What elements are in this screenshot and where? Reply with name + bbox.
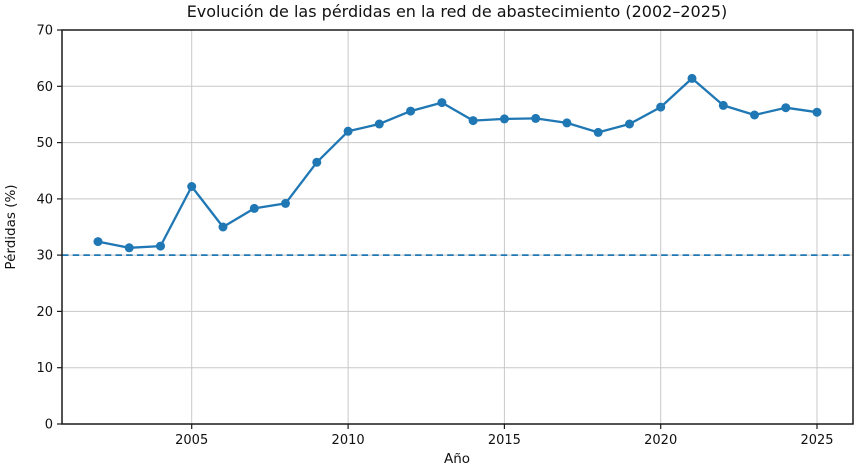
data-point-marker bbox=[156, 241, 165, 251]
data-point-marker bbox=[406, 106, 416, 116]
data-point-marker bbox=[249, 203, 259, 213]
data-point-marker bbox=[343, 126, 353, 136]
data-point-marker bbox=[93, 237, 103, 247]
data-point-marker bbox=[218, 222, 228, 232]
gridlines bbox=[62, 29, 853, 425]
x-axis-label: Año bbox=[444, 451, 470, 467]
y-tick-label: 50 bbox=[36, 136, 53, 151]
data-point-marker bbox=[124, 243, 134, 253]
data-point-marker bbox=[468, 116, 478, 126]
data-point-marker bbox=[562, 118, 572, 128]
y-axis-ticks: 0 10 20 30 40 50 60 70 bbox=[36, 24, 62, 433]
y-tick-label: 20 bbox=[36, 305, 53, 320]
data-point-marker bbox=[718, 100, 728, 110]
axes-group bbox=[61, 29, 854, 425]
y-tick-label: 0 bbox=[45, 418, 53, 433]
x-tick-label: 2020 bbox=[644, 433, 677, 448]
x-tick-label: 2025 bbox=[800, 433, 833, 448]
data-point-marker bbox=[812, 107, 822, 117]
data-point-marker bbox=[625, 119, 634, 129]
y-axis-label: Pérdidas (%) bbox=[3, 184, 19, 269]
data-point-marker bbox=[750, 110, 759, 120]
y-tick-label: 30 bbox=[36, 249, 53, 264]
data-point-marker bbox=[531, 113, 541, 123]
data-point-marker bbox=[437, 98, 447, 108]
data-point-marker bbox=[687, 73, 697, 83]
data-point-marker bbox=[656, 102, 666, 112]
data-point-marker bbox=[281, 198, 290, 208]
markers-group bbox=[93, 73, 822, 253]
chart-title: Evolución de las pérdidas en la red de a… bbox=[187, 2, 728, 21]
data-point-marker bbox=[374, 119, 384, 129]
x-axis-ticks: 2005 2010 2015 2020 2025 bbox=[175, 424, 834, 448]
x-tick-label: 2005 bbox=[175, 433, 208, 448]
series-group bbox=[96, 77, 819, 249]
y-tick-label: 10 bbox=[36, 361, 53, 376]
data-point-marker bbox=[593, 127, 603, 137]
x-tick-label: 2015 bbox=[488, 433, 521, 448]
x-tick-label: 2010 bbox=[332, 433, 365, 448]
data-point-marker bbox=[312, 157, 322, 167]
data-point-marker bbox=[187, 182, 197, 191]
data-point-marker bbox=[499, 114, 509, 124]
y-tick-label: 70 bbox=[36, 24, 53, 39]
data-point-marker bbox=[781, 103, 791, 113]
plot-border bbox=[61, 29, 854, 425]
y-tick-label: 60 bbox=[36, 80, 53, 95]
loss-line-series bbox=[96, 77, 819, 249]
y-tick-label: 40 bbox=[36, 192, 53, 207]
